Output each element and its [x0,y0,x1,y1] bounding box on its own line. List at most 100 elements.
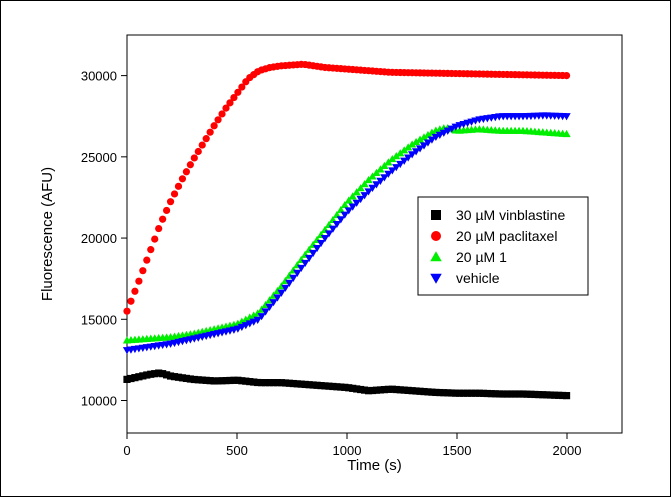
data-point [423,130,433,139]
data-point [155,224,163,233]
legend-label: 30 µM vinblastine [456,207,565,223]
data-point [246,378,254,386]
data-point [174,373,183,381]
data-point [320,235,330,243]
data-point [293,380,301,388]
data-point [396,386,404,394]
data-point [503,390,511,398]
data-point [238,377,246,385]
data-point [198,376,206,384]
data-point [436,388,444,397]
data-point [515,390,523,398]
data-point [210,377,218,385]
data-point [559,391,567,400]
data-point [527,390,535,398]
data-point [463,389,472,397]
data-point [416,387,424,395]
data-point [341,383,349,391]
data-point [507,390,515,398]
data-point [305,381,313,389]
data-point [360,179,369,188]
x-axis-title: Time (s) [347,457,401,474]
data-point [238,83,246,91]
data-point [190,375,198,384]
x-tick-label: 1000 [333,443,362,458]
data-point [143,256,151,264]
data-point [273,294,282,302]
data-point [336,205,345,214]
data-point [313,381,321,389]
x-tick-label: 0 [123,443,130,458]
data-point [424,388,432,396]
data-point [166,372,175,380]
data-point [332,220,342,229]
data-series [122,60,571,400]
data-point [372,386,381,394]
legend-label: 20 µM paclitaxel [456,228,557,244]
data-point [423,139,433,147]
data-point [147,246,155,254]
data-point [135,277,143,285]
data-point [392,385,400,394]
data-point [427,136,437,144]
data-point [432,388,440,397]
data-point [182,374,190,383]
data-point [531,390,539,399]
data-point [419,142,429,150]
data-point [352,199,361,207]
data-point [562,392,571,400]
legend: 30 µM vinblastine 20 µM paclitaxel 20 µM 1… [417,196,589,296]
data-point [242,377,250,385]
data-point [170,190,179,198]
data-point [308,249,318,258]
data-point [281,284,290,292]
data-point [543,391,551,399]
data-point [316,239,326,248]
data-point [281,379,289,387]
data-point [388,385,396,393]
data-point [460,389,468,397]
data-point [562,129,571,138]
data-point [131,287,139,295]
data-point [372,181,381,189]
data-point [301,380,309,389]
data-point [324,230,334,238]
y-tick-label: 10000 [81,394,117,409]
data-point [329,382,337,391]
data-point [249,311,258,319]
data-point [407,151,417,159]
data-point [479,389,487,397]
data-point [348,192,357,200]
data-point [415,145,425,153]
data-point [345,384,353,392]
data-point [261,308,270,316]
data-point [218,377,226,385]
data-point [456,389,464,397]
data-point [356,184,365,192]
x-tick-label: 2000 [553,443,582,458]
data-point [194,147,202,156]
data-point [336,216,345,224]
data-point [551,391,559,399]
legend-box [417,196,589,296]
data-point [159,215,167,223]
data-point [214,377,222,385]
data-point [277,289,286,297]
data-point [190,154,198,162]
data-point [258,379,266,387]
data-point [467,389,476,397]
data-point [491,390,499,398]
data-point [206,128,214,136]
data-point [273,379,282,387]
data-point [265,303,274,311]
data-point [380,386,388,394]
data-point [328,225,338,233]
data-point [198,141,206,149]
data-point [348,203,357,211]
legend-marker [431,210,441,220]
data-point [384,170,393,178]
data-point [143,371,151,379]
data-point [357,385,365,394]
data-point [562,113,571,121]
data-point [412,387,420,395]
